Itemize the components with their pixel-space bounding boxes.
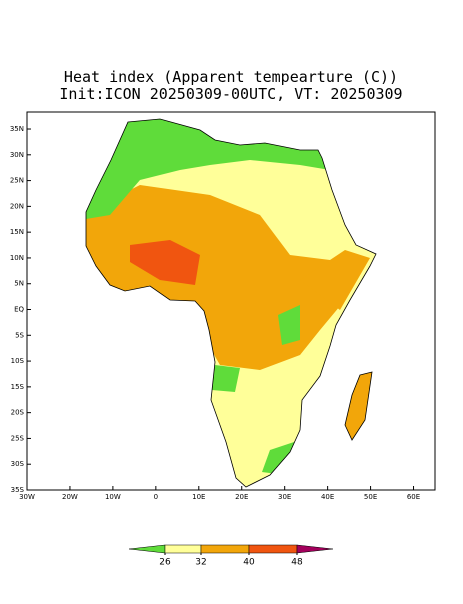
title: Heat index (Apparent tempearture (C)) [64,68,398,86]
x-tick-label: 20E [235,493,248,501]
subtitle: Init:ICON 20250309-00UTC, VT: 20250309 [59,85,402,103]
colorbar: 26 32 40 48 [128,544,334,568]
y-tick-label: 5N [14,280,24,288]
x-tick-label: 40E [321,493,334,501]
y-tick-label: 35N [10,125,24,133]
x-tick-label: 60E [407,493,420,501]
madagascar [344,371,373,441]
y-tick-label: EQ [14,306,24,314]
x-tick-label: 10E [192,493,205,501]
y-tick-label: 20N [10,202,24,210]
y-tick-label: 10S [11,357,25,365]
y-tick-label: 15N [10,228,24,236]
y-tick-label: 30N [10,151,24,159]
axes: 30W 20W 10W 0 10E 20E 30E 40E 50E 60E 35N 30N 25N 20N… [10,125,420,501]
colorbar-label: 48 [291,558,303,568]
x-tick-label: 30E [278,493,291,501]
y-tick-label: 15S [11,383,25,391]
colorbar-high [296,544,334,554]
x-tick-label: 10W [105,493,121,501]
y-tick-label: 5S [15,331,24,339]
colorbar-label: 32 [195,558,206,568]
colorbar-segment [248,544,298,554]
x-tick-label: 50E [364,493,377,501]
x-tick-label: 20W [62,493,78,501]
y-tick-label: 10N [10,254,24,262]
x-tick-label: 30W [19,493,35,501]
colorbar-segment [164,544,202,554]
colorbar-segment [200,544,250,554]
y-tick-label: 35S [11,486,25,494]
y-tick-label: 30S [11,460,25,468]
coastline [85,118,377,488]
x-tick-label: 0 [154,493,158,501]
colorbar-label: 26 [159,558,171,568]
colorbar-low [128,544,166,554]
y-tick-label: 25N [10,177,24,185]
y-tick-label: 25S [11,434,25,442]
y-tick-label: 20S [11,409,25,417]
colorbar-label: 40 [243,558,255,568]
